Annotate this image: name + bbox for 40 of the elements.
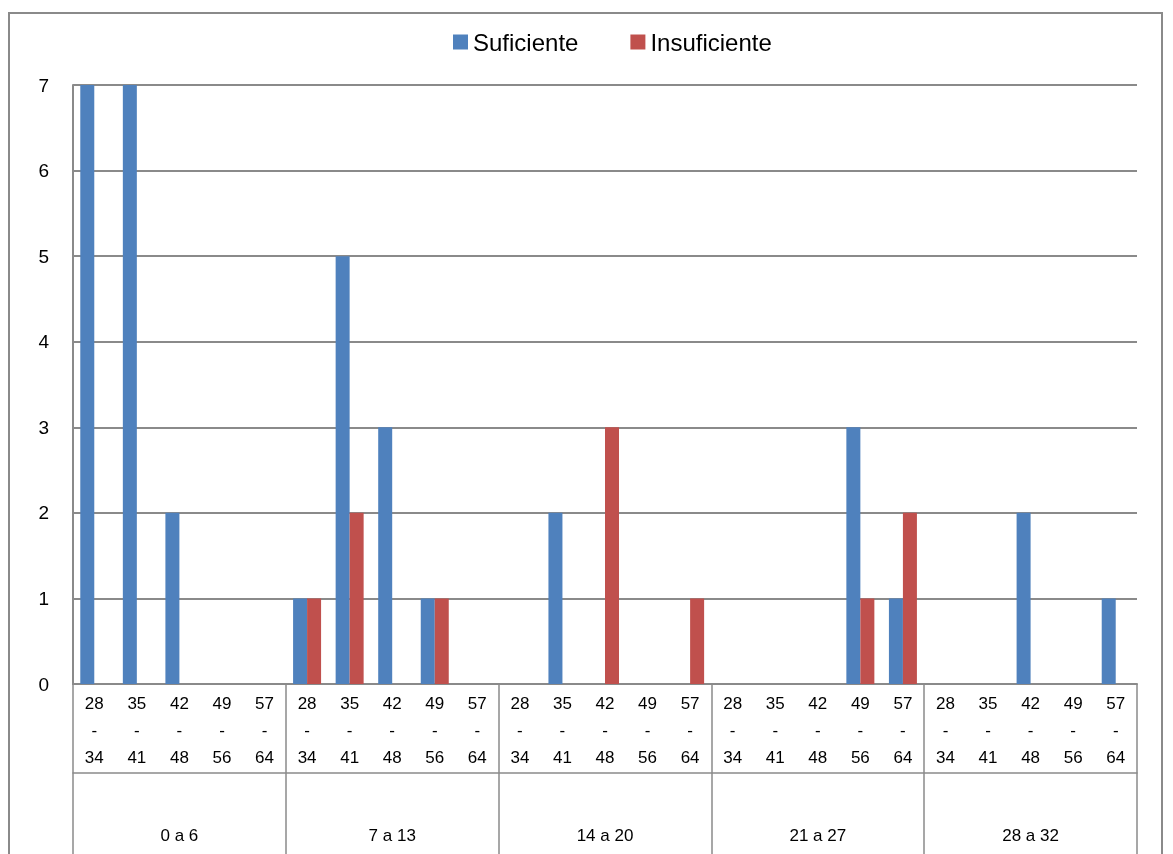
y-tick-label: 1 [38, 587, 49, 609]
text: 14 a 20 [576, 826, 634, 845]
y-tick-label: 5 [38, 245, 49, 267]
x-tick-label: 57 - 64 [680, 694, 700, 767]
x-tick-label: 57 - 64 [893, 694, 913, 767]
x-tick-label: 49 - 56 [850, 694, 870, 767]
x-tick-label: 35 - 41 [552, 694, 572, 767]
y-tick-label: 0 [38, 673, 49, 695]
x-tick-label: 28 - 34 [84, 694, 104, 767]
x-tick-label: 49 - 56 [638, 694, 658, 767]
x-tick-label: 42 - 48 [808, 694, 828, 767]
x-tick-label: 28 - 34 [936, 694, 955, 767]
x-tick-label: 35 - 41 [340, 694, 360, 767]
x-tick-label: 57 - 64 [1106, 694, 1126, 767]
x-tick-label: 49 - 56 [425, 694, 445, 767]
text: 21 a 27 [789, 826, 847, 845]
text: 0 a 6 [160, 826, 199, 845]
y-tick-label: 6 [38, 160, 49, 182]
y-tick-label: 4 [38, 331, 50, 353]
x-tick-label: 42 - 48 [169, 694, 189, 767]
text: 28 a 32 [1002, 826, 1059, 845]
x-tick-label: 42 - 48 [1021, 694, 1041, 767]
x-tick-label: 49 - 56 [1063, 694, 1083, 767]
x-tick-label: 57 - 64 [255, 694, 274, 767]
x-tick-label: 57 - 64 [467, 694, 487, 767]
y-tick-label: 2 [38, 502, 49, 524]
x-tick-label: 35 - 41 [765, 694, 785, 767]
x-tick-label: 28 - 34 [510, 694, 530, 767]
text: 7 a 13 [368, 826, 416, 845]
legend-label: Suficiente [473, 28, 579, 56]
x-tick-label: 28 - 34 [297, 694, 317, 767]
x-tick-label: 35 - 41 [127, 694, 147, 767]
y-tick-label: 3 [38, 416, 49, 438]
x-tick-label: 35 - 41 [978, 694, 998, 767]
x-tick-label: 42 - 48 [595, 694, 615, 767]
x-tick-label: 42 - 48 [382, 694, 402, 767]
x-tick-label: 49 - 56 [212, 694, 232, 767]
legend-label: Insuficiente [650, 28, 772, 56]
x-tick-label: 28 - 34 [723, 694, 743, 767]
y-tick-label: 7 [38, 74, 49, 96]
